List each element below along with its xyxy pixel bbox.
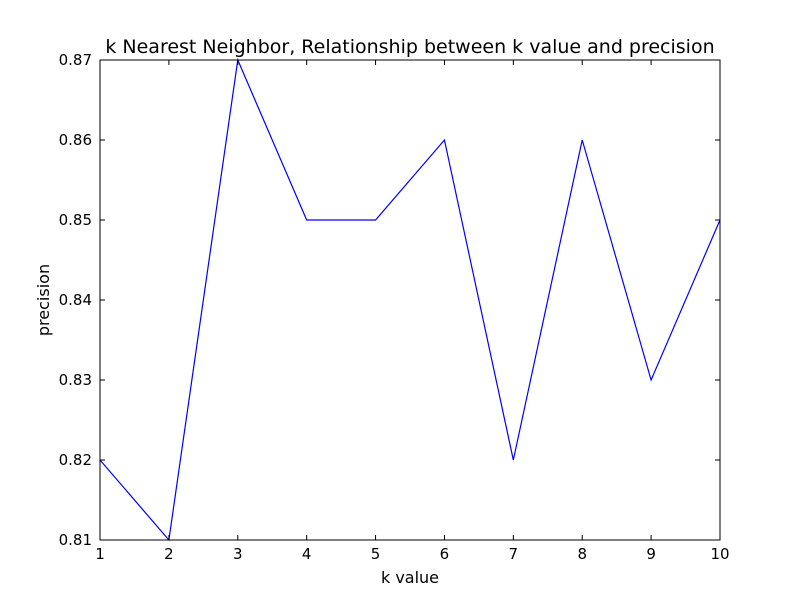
y-axis-title: precision [34,264,53,336]
x-tick-label: 10 [710,545,729,563]
x-tick-label: 5 [371,545,381,563]
x-tick-label: 1 [95,545,105,563]
y-tick-label: 0.85 [59,211,92,229]
x-tick-label: 9 [646,545,656,563]
x-tick-label: 4 [302,545,312,563]
y-tick-label: 0.87 [59,51,92,69]
series-line-0 [99,57,721,542]
y-tick-label: 0.81 [59,531,92,549]
y-tick-label: 0.84 [59,291,92,309]
x-tick-label: 3 [233,545,243,563]
x-tick-label: 6 [440,545,450,563]
plot-frame [99,59,721,541]
x-axis-title: k value [381,568,439,587]
y-tick-label: 0.82 [59,451,92,469]
plot-area: 1 2 3 4 5 6 7 8 9 10 0.81 0.82 0.83 0.84 0.85 0.86 0.87 [59,51,730,563]
chart-title: k Nearest Neighbor, Relationship between… [105,36,714,58]
x-tick-label: 7 [509,545,519,563]
x-tick-label: 2 [164,545,174,563]
y-tick-label: 0.83 [59,371,92,389]
x-tick-label: 8 [577,545,587,563]
y-tick-label: 0.86 [59,131,92,149]
